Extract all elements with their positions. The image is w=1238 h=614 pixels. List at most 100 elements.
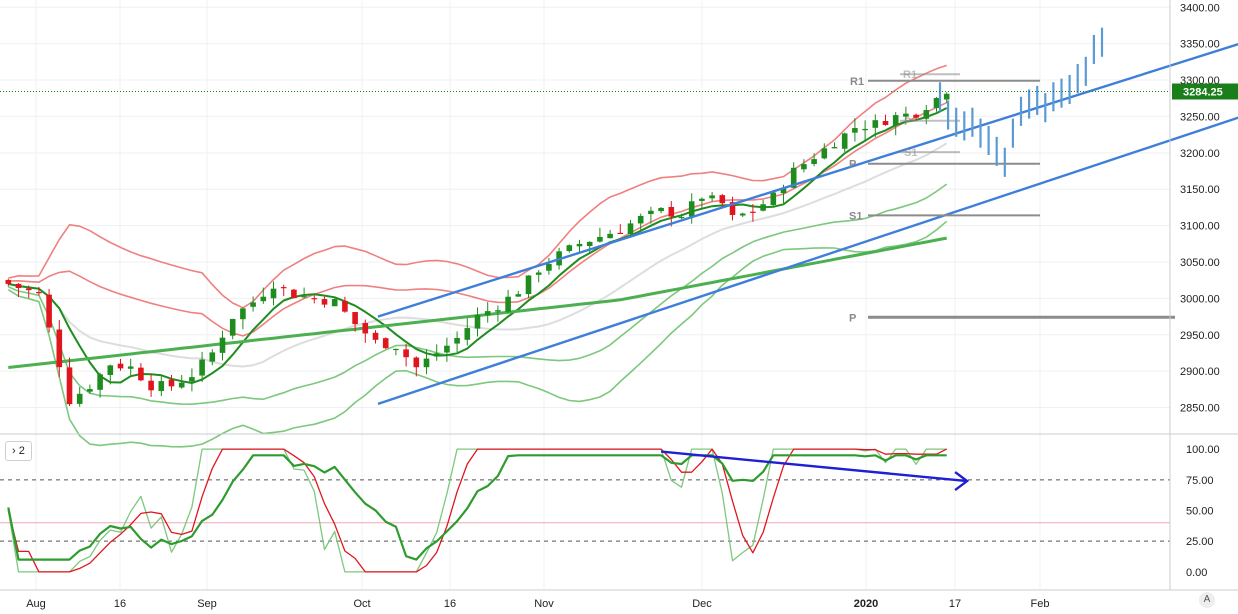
candle-body bbox=[148, 380, 154, 391]
price-tick-label: 2850.00 bbox=[1180, 403, 1220, 415]
pivot-label: S1 bbox=[904, 147, 917, 159]
candle-body bbox=[301, 296, 307, 298]
candle-body bbox=[270, 288, 277, 299]
candle-body bbox=[97, 374, 103, 390]
divergence-arrow-head bbox=[954, 471, 970, 492]
candle-body bbox=[750, 211, 756, 213]
candle-body bbox=[229, 318, 236, 336]
last-price-text: 3284.25 bbox=[1183, 87, 1223, 99]
candle-body bbox=[821, 148, 828, 159]
price-tick-label: 3000.00 bbox=[1180, 293, 1220, 305]
channel-upper-line bbox=[377, 42, 1238, 318]
price-tick-label: 2950.00 bbox=[1180, 330, 1220, 342]
candle-body bbox=[403, 349, 409, 358]
pivot-levels: R1 R1 P S1 P S1 P bbox=[849, 69, 1175, 324]
divergence-arrow-line bbox=[660, 450, 968, 483]
candle-body bbox=[444, 345, 450, 353]
time-tick-label: 16 bbox=[444, 598, 456, 610]
grid bbox=[0, 0, 1170, 590]
candle-body bbox=[617, 232, 624, 235]
channel-lower-line bbox=[377, 116, 1238, 406]
candle-body bbox=[219, 337, 226, 353]
candle-body bbox=[464, 328, 471, 340]
candle-body bbox=[46, 294, 52, 328]
candle-body bbox=[209, 352, 216, 362]
candle-body bbox=[474, 315, 481, 329]
candle-body bbox=[525, 275, 532, 295]
candle-body bbox=[280, 287, 287, 289]
pivot-label: R1 bbox=[903, 69, 917, 81]
candle-body bbox=[5, 280, 12, 284]
trend-channel[interactable] bbox=[377, 0, 1238, 406]
candle-body bbox=[413, 357, 420, 368]
candle-body bbox=[158, 381, 165, 392]
candle-body bbox=[393, 348, 399, 351]
candle-body bbox=[260, 296, 267, 302]
candle-body bbox=[199, 359, 205, 376]
candle-body bbox=[331, 299, 338, 307]
candle-body bbox=[566, 245, 573, 252]
candle-body bbox=[291, 289, 297, 299]
last-price-badge bbox=[1172, 83, 1238, 100]
candle-body bbox=[127, 366, 134, 369]
bollinger-lower-line bbox=[7, 220, 948, 448]
price-tick-label: 3200.00 bbox=[1180, 148, 1220, 160]
osc-tick-label: 100.00 bbox=[1186, 444, 1220, 456]
candle-body bbox=[872, 120, 879, 128]
osc-tick-label: 0.00 bbox=[1186, 567, 1207, 579]
osc-k-line bbox=[7, 448, 947, 573]
candle-body bbox=[607, 233, 613, 239]
candle-body bbox=[668, 206, 675, 217]
candle-body bbox=[311, 298, 318, 300]
candle-body bbox=[892, 115, 899, 126]
candle-body bbox=[729, 202, 736, 215]
time-tick-label: Oct bbox=[353, 598, 370, 610]
indicator-collapse-button[interactable]: › 2 bbox=[5, 441, 32, 461]
time-tick-label: Feb bbox=[1031, 598, 1050, 610]
candle-body bbox=[811, 159, 817, 165]
candle-body bbox=[66, 367, 73, 405]
candle-body bbox=[719, 195, 726, 204]
osc-tick-label: 75.00 bbox=[1186, 475, 1214, 487]
candle-body bbox=[862, 128, 868, 131]
ema-fast-line bbox=[8, 107, 948, 384]
bollinger-inner-upper-line bbox=[8, 101, 948, 337]
candle-body bbox=[372, 332, 379, 340]
time-tick-label: Sep bbox=[197, 598, 217, 610]
candle-body bbox=[117, 363, 124, 369]
candle-body bbox=[454, 337, 460, 344]
candle-body bbox=[597, 236, 603, 242]
candle-body bbox=[250, 302, 256, 307]
osc-tick-label: 50.00 bbox=[1186, 506, 1214, 518]
candle-body bbox=[678, 216, 685, 219]
candle-body bbox=[637, 215, 644, 224]
candle-body bbox=[352, 312, 358, 325]
candle-body bbox=[648, 210, 654, 214]
candle-body bbox=[178, 382, 185, 388]
time-tick-label: Nov bbox=[534, 598, 554, 610]
candle-body bbox=[36, 292, 42, 294]
oscillator-pane: 100.00 75.00 50.00 25.00 0.00 bbox=[0, 444, 1220, 579]
candle-body bbox=[943, 93, 950, 100]
candle-body bbox=[627, 223, 634, 234]
candle-body bbox=[189, 377, 195, 382]
candle-body bbox=[852, 128, 858, 133]
price-tick-label: 3250.00 bbox=[1180, 111, 1220, 123]
candle-body bbox=[168, 379, 175, 387]
candle-body bbox=[423, 358, 430, 368]
osc-tick-label: 25.00 bbox=[1186, 536, 1214, 548]
time-tick-label: 2020 bbox=[854, 598, 878, 610]
auto-scale-button[interactable]: A bbox=[1199, 592, 1215, 608]
candle-body bbox=[699, 198, 705, 201]
candle-body bbox=[535, 272, 542, 275]
candle-body bbox=[362, 323, 369, 334]
indicator-label: 2 bbox=[18, 445, 25, 457]
candle-body bbox=[56, 329, 63, 368]
candle-body bbox=[433, 353, 440, 357]
candle-body bbox=[658, 207, 664, 212]
candle-body bbox=[382, 338, 389, 349]
candle-body bbox=[923, 110, 930, 119]
pivot-label: P bbox=[849, 159, 856, 171]
time-tick-label: Aug bbox=[26, 598, 46, 610]
